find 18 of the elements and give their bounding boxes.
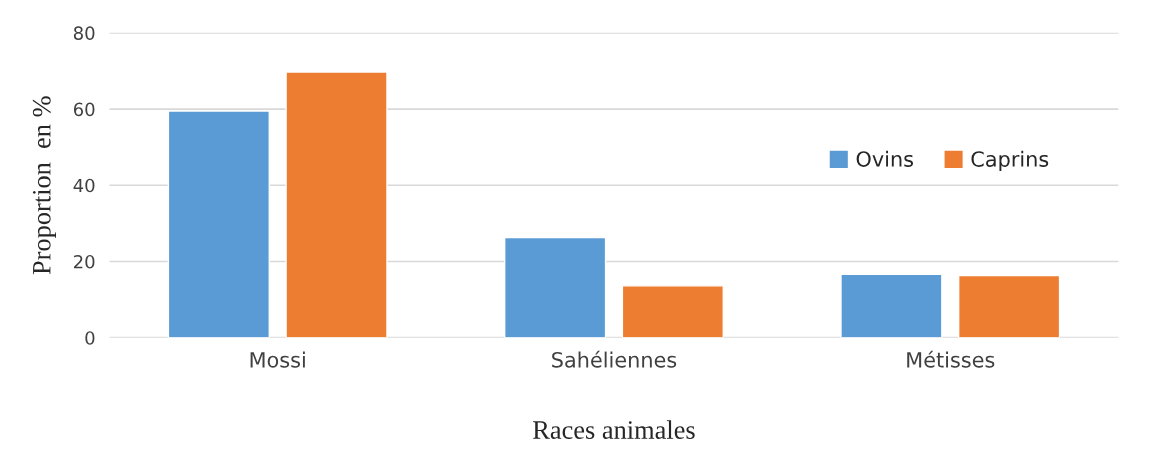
legend-label: Ovins — [856, 150, 913, 167]
bar — [840, 273, 943, 338]
bar — [621, 285, 724, 338]
bar — [167, 110, 270, 338]
legend-label: Caprins — [971, 150, 1049, 171]
y-tick-label: 80 — [73, 26, 95, 40]
y-tick-label: 40 — [73, 178, 95, 193]
y-tick-label: 60 — [73, 102, 95, 117]
x-axis-title: Races animales — [533, 420, 695, 439]
bar — [285, 71, 388, 338]
bar — [503, 236, 607, 338]
y-axis-title: Proportion en % — [32, 96, 56, 275]
x-tick-label: Sahéliennes — [552, 350, 677, 368]
y-tick-label: 20 — [73, 254, 95, 269]
bar — [957, 274, 1061, 338]
x-tick-label: Métisses — [907, 350, 995, 368]
x-tick-label: Mossi — [250, 351, 305, 368]
y-tick-label: 0 — [85, 331, 95, 345]
